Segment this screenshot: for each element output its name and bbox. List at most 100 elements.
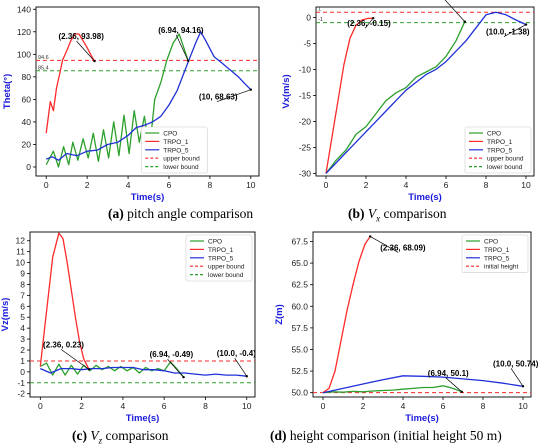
legend-box xyxy=(461,234,529,273)
y-tick-label: 100 xyxy=(17,49,31,59)
annotation-arrow xyxy=(503,24,527,37)
x-axis-label: Time(s) xyxy=(131,192,165,203)
annotation-arrow xyxy=(370,236,399,253)
annotation-point xyxy=(372,16,375,20)
legend-label: TRPO_5 xyxy=(208,255,234,262)
x-tick-label: 10 xyxy=(242,401,252,411)
series-line-cpo xyxy=(45,33,189,168)
series-line-trpo_5 xyxy=(45,31,252,161)
annotation-point xyxy=(87,368,91,371)
x-tick-label: 10 xyxy=(521,180,531,190)
plot-lines xyxy=(313,236,531,394)
annotation-label: (6.94, -0.49) xyxy=(150,350,194,359)
legend-label: TRPO_5 xyxy=(163,147,189,154)
y-tick-label: -15 xyxy=(299,90,312,100)
series-line-trpo_5 xyxy=(322,375,524,394)
x-tick-label: 4 xyxy=(404,180,409,190)
plot-lines xyxy=(36,31,259,168)
y-axis-label: Z(m) xyxy=(274,304,285,325)
legend-label: TRPO_5 xyxy=(484,255,510,262)
y-tick-label: 52.5 xyxy=(291,366,308,376)
y-tick-label: -20 xyxy=(299,116,312,126)
annotation-arrow xyxy=(445,377,463,393)
annotation-label: (10.0, -0.4) xyxy=(217,349,256,358)
y-tick-label: 0 xyxy=(26,162,31,172)
plot-lines xyxy=(30,232,255,384)
y-tick-label: 60 xyxy=(22,94,32,104)
series-line-cpo xyxy=(322,385,463,394)
annotation-arrow xyxy=(234,358,248,377)
y-tick-label: 4 xyxy=(20,323,25,333)
annotation-arrow xyxy=(76,40,95,62)
annotation-label: (10.0, -1.38) xyxy=(486,28,530,37)
y-tick-label: 50.0 xyxy=(291,388,308,398)
y-tick-label: 12 xyxy=(16,236,26,246)
annotation-arrow xyxy=(364,17,374,29)
x-axis-label: Time(s) xyxy=(405,413,439,424)
y-tick-label: 20 xyxy=(22,139,32,149)
y-tick-label: 0 xyxy=(20,367,25,377)
annotation-point xyxy=(187,59,190,63)
x-axis-label: Time(s) xyxy=(408,192,442,203)
chart-panel-1: 0 2 4 6 8 10020406080100120140Time(s)Theta(°)… xyxy=(2,4,260,203)
series-line-trpo_5 xyxy=(325,11,527,174)
y-tick-label: -30 xyxy=(299,168,312,178)
x-tick-label: 6 xyxy=(444,180,449,190)
y-tick-label: 57.5 xyxy=(291,323,308,333)
legend-label: CPO xyxy=(208,239,222,246)
annotation-label: (10.0, 50.74) xyxy=(493,359,539,368)
x-tick-label: 0 xyxy=(321,401,326,411)
series-line-cpo xyxy=(325,21,466,174)
x-tick-label: 8 xyxy=(484,180,489,190)
y-tick-label: 10 xyxy=(16,258,26,268)
annotation-point xyxy=(245,375,248,378)
x-tick-label: 0 xyxy=(44,180,49,190)
x-axis-label: Time(s) xyxy=(126,413,160,424)
y-tick-label: 11 xyxy=(16,247,25,257)
y-tick-label: -5 xyxy=(303,38,311,48)
y-tick-label: 8 xyxy=(20,279,25,289)
legend-label: CPO xyxy=(487,131,501,138)
y-tick-label: -25 xyxy=(299,142,312,152)
legend-label: TRPO_1 xyxy=(208,247,234,254)
annotation-arrow xyxy=(510,368,524,387)
legend-label: lower bound xyxy=(163,164,199,171)
y-tick-label: 55.0 xyxy=(291,344,308,354)
x-tick-label: 2 xyxy=(79,401,84,411)
y-tick-label: 5 xyxy=(20,312,25,322)
series-line-trpo_5 xyxy=(40,366,247,377)
x-tick-label: 4 xyxy=(126,180,131,190)
annotation-point xyxy=(524,23,528,26)
y-tick-label: 67.5 xyxy=(291,237,308,247)
y-tick-label: 9 xyxy=(20,269,25,279)
annotation-point xyxy=(249,88,253,91)
x-tick-label: 4 xyxy=(121,401,126,411)
y-axis-label: Vx(m/s) xyxy=(281,74,292,108)
x-tick-label: 0 xyxy=(324,180,329,190)
x-tick-label: 0 xyxy=(38,401,43,411)
annotation-point xyxy=(463,20,466,23)
annotation-label: (2.36, -0.15) xyxy=(347,19,391,28)
plot-lines xyxy=(316,11,534,174)
series-line-cpo xyxy=(39,361,185,378)
legend-label: TRPO_1 xyxy=(484,247,510,254)
series-line-trpo_1 xyxy=(45,33,96,134)
annotation-arrow xyxy=(60,349,90,370)
legend-box xyxy=(464,126,532,174)
legend-label: TRPO_1 xyxy=(487,139,513,146)
legend-box xyxy=(185,234,253,282)
y-tick-label: 2 xyxy=(20,345,25,355)
annotation-arrow xyxy=(444,0,466,22)
y-tick-label: 0 xyxy=(306,12,311,22)
legend-label: upper bound xyxy=(163,156,200,163)
bound-label: 85.4 xyxy=(38,65,49,71)
legend-box xyxy=(140,126,208,174)
y-tick-label: -2 xyxy=(17,389,25,399)
bound-label: -1 xyxy=(318,17,323,23)
y-tick-label: 7 xyxy=(20,290,25,300)
series-line-trpo_1 xyxy=(39,232,90,370)
y-tick-label: 120 xyxy=(17,27,31,37)
